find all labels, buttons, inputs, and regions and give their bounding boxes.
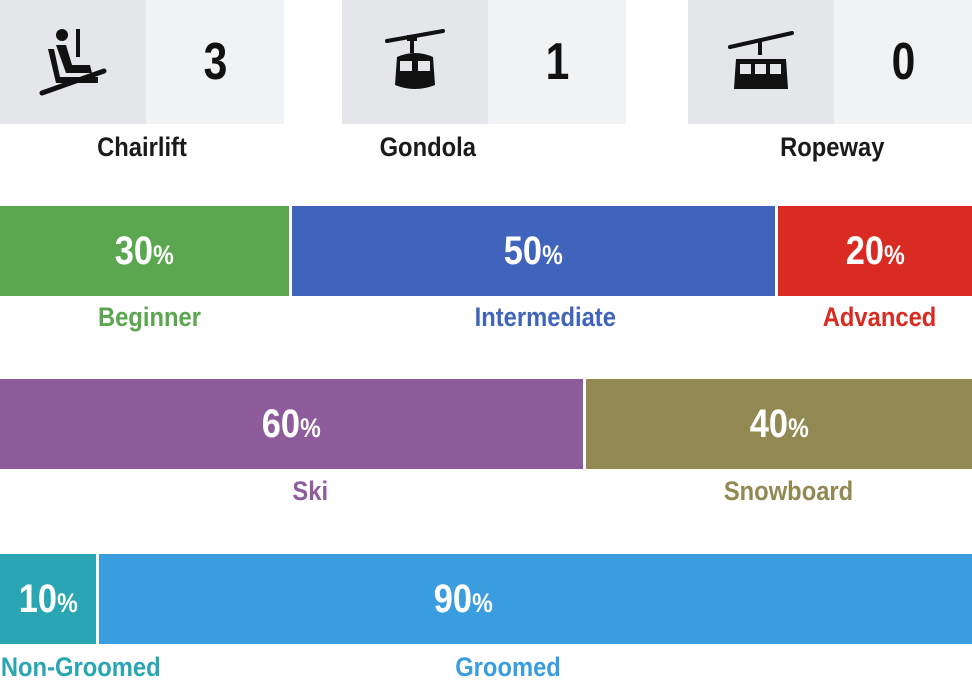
advanced-label: Advanced xyxy=(823,302,937,332)
intermediate-label: Intermediate xyxy=(474,302,616,332)
intermediate-unit: % xyxy=(542,239,563,270)
snowboard-value: 40 xyxy=(749,401,788,446)
groomed-segment: 90% xyxy=(99,554,972,644)
advanced-segment: 20% xyxy=(778,206,972,296)
ropeway-icon-box xyxy=(688,0,834,124)
snowboard-unit: % xyxy=(787,412,809,443)
chairlift-icon-box xyxy=(0,0,146,124)
chairlift-icon xyxy=(39,29,107,96)
ski-label: Ski xyxy=(292,476,328,506)
advanced-value: 20 xyxy=(845,228,884,273)
beginner-segment: 30% xyxy=(0,206,289,296)
groomed-value: 90 xyxy=(434,576,473,621)
non-groomed-unit: % xyxy=(56,587,78,618)
intermediate-segment: 50% xyxy=(292,206,775,296)
gondola-count: 1 xyxy=(488,0,626,124)
lift-ropeway: 0 Ropeway xyxy=(688,0,972,162)
non-groomed-segment: 10% xyxy=(0,554,96,644)
ski-segment: 60% xyxy=(0,379,583,469)
snowboard-segment: 40% xyxy=(586,379,972,469)
non-groomed-value: 10 xyxy=(18,576,57,621)
ropeway-label: Ropeway xyxy=(779,132,885,162)
grooming-bar: 10% 90% xyxy=(0,554,972,644)
lift-gondola: 1 Gondola xyxy=(342,0,626,162)
advanced-unit: % xyxy=(883,239,905,270)
ropeway-count: 0 xyxy=(834,0,972,124)
beginner-value: 30 xyxy=(115,228,154,273)
ski-unit: % xyxy=(300,412,321,443)
beginner-unit: % xyxy=(153,239,174,270)
groomed-unit: % xyxy=(472,587,493,618)
ski-value: 60 xyxy=(262,401,301,446)
discipline-bar: 60% 40% xyxy=(0,379,972,469)
difficulty-bar: 30% 50% 20% xyxy=(0,206,972,296)
intermediate-value: 50 xyxy=(504,228,543,273)
chairlift-count: 3 xyxy=(146,0,284,124)
gondola-label: Gondola xyxy=(379,132,477,162)
beginner-label: Beginner xyxy=(98,302,202,332)
chairlift-label: Chairlift xyxy=(97,132,187,162)
gondola-icon xyxy=(385,29,445,89)
lift-chairlift: 3 Chairlift xyxy=(0,0,284,162)
gondola-icon-box xyxy=(342,0,488,124)
snowboard-label: Snowboard xyxy=(723,476,853,506)
ropeway-icon xyxy=(728,31,794,89)
groomed-label: Groomed xyxy=(455,652,561,682)
non-groomed-label: Non-Groomed xyxy=(1,652,161,682)
